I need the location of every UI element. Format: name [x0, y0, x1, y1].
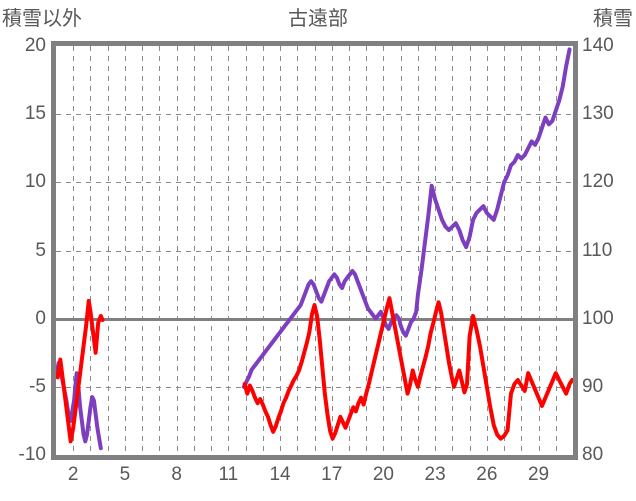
plot-area: [51, 41, 578, 460]
x-tick-17: 17: [321, 464, 343, 485]
y-tick-left-5: 5: [35, 239, 46, 261]
y-tick-right-80: 80: [582, 444, 604, 465]
x-tick-23: 23: [424, 464, 446, 485]
y-tick-left--10: -10: [18, 444, 46, 465]
left-axis-title: 積雪以外: [2, 8, 82, 30]
y-tick-left-20: 20: [24, 35, 46, 56]
y-tick-right-130: 130: [582, 103, 614, 125]
right-axis-title: 積雪: [593, 8, 633, 30]
y-tick-right-110: 110: [582, 239, 613, 261]
x-tick-11: 11: [218, 464, 239, 485]
y-tick-right-140: 140: [582, 35, 614, 56]
y-tick-right-120: 120: [582, 171, 614, 193]
y-tick-left-15: 15: [24, 103, 46, 125]
chart-title: 古遠部: [288, 8, 348, 30]
y-tick-left-0: 0: [35, 307, 46, 329]
x-tick-2: 2: [67, 464, 79, 485]
x-tick-26: 26: [476, 464, 498, 485]
y-tick-left-10: 10: [24, 171, 46, 193]
y-tick-right-100: 100: [582, 307, 614, 329]
data-series-layer: [56, 47, 573, 451]
x-tick-14: 14: [269, 464, 291, 485]
x-tick-29: 29: [527, 464, 550, 485]
x-tick-5: 5: [119, 464, 131, 485]
x-tick-20: 20: [372, 464, 394, 485]
x-tick-8: 8: [171, 464, 182, 485]
y-tick-right-90: 90: [582, 375, 604, 397]
y-tick-left--5: -5: [29, 375, 46, 397]
